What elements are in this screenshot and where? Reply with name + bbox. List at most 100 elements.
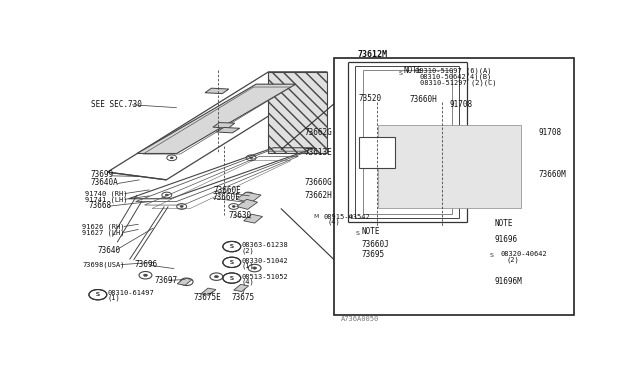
Polygon shape (422, 101, 437, 108)
Circle shape (529, 159, 534, 162)
Text: 08310-51097 (6)(A): 08310-51097 (6)(A) (415, 68, 492, 74)
Circle shape (165, 194, 168, 196)
Text: 73695: 73695 (362, 250, 385, 259)
Polygon shape (349, 131, 356, 136)
Text: S: S (230, 260, 234, 265)
Circle shape (529, 131, 534, 134)
Text: 08310-50642(4)(B): 08310-50642(4)(B) (420, 74, 492, 80)
Circle shape (250, 157, 253, 158)
Text: 73697: 73697 (154, 276, 177, 285)
Text: 73630: 73630 (229, 211, 252, 219)
Circle shape (247, 194, 250, 196)
Polygon shape (349, 193, 356, 198)
Bar (335, 58, 574, 315)
Text: (4): (4) (241, 279, 254, 285)
Polygon shape (349, 180, 356, 186)
Text: S: S (230, 276, 234, 280)
Text: 73660H: 73660H (410, 94, 438, 103)
Circle shape (253, 267, 257, 269)
Text: 08310-51297 (2)(C): 08310-51297 (2)(C) (420, 79, 496, 86)
Circle shape (529, 145, 534, 148)
Polygon shape (236, 192, 261, 203)
Text: (2): (2) (241, 247, 254, 254)
Circle shape (214, 276, 218, 278)
Text: (1): (1) (108, 295, 120, 301)
Text: M: M (313, 214, 319, 219)
Bar (359, 137, 395, 169)
Polygon shape (201, 288, 216, 295)
Text: 91696M: 91696M (494, 277, 522, 286)
Text: 08363-61238: 08363-61238 (241, 242, 288, 248)
Text: 91740 (RH): 91740 (RH) (85, 190, 127, 197)
Text: (4): (4) (327, 218, 340, 225)
Text: 91708: 91708 (449, 100, 473, 109)
Text: 91626 (RH): 91626 (RH) (83, 223, 125, 230)
Text: 08330-51042: 08330-51042 (241, 258, 288, 264)
Polygon shape (269, 72, 327, 154)
Polygon shape (234, 284, 249, 292)
Text: S: S (399, 71, 403, 76)
Text: 73640: 73640 (97, 246, 120, 255)
Text: 08513-51052: 08513-51052 (241, 274, 288, 280)
Text: 73662G: 73662G (304, 128, 332, 137)
Text: 73660E: 73660E (214, 186, 242, 195)
Text: 73660G: 73660G (304, 178, 332, 187)
Text: S: S (230, 276, 234, 280)
Text: 73660M: 73660M (539, 170, 566, 179)
Circle shape (529, 277, 534, 279)
Polygon shape (137, 84, 296, 154)
Text: 73640A: 73640A (91, 178, 118, 187)
Text: S: S (96, 292, 100, 297)
Text: 08310-61497: 08310-61497 (108, 290, 154, 296)
Polygon shape (373, 100, 387, 106)
Circle shape (143, 274, 147, 276)
Text: S: S (230, 244, 234, 249)
Text: (1): (1) (241, 263, 254, 269)
Text: 73699: 73699 (91, 170, 114, 179)
Text: S: S (490, 253, 493, 258)
Polygon shape (374, 243, 387, 250)
Text: 73675: 73675 (232, 293, 255, 302)
Text: 73675E: 73675E (193, 293, 221, 302)
Text: NOTE: NOTE (362, 227, 380, 236)
Polygon shape (216, 128, 240, 133)
Text: 08320-40642: 08320-40642 (500, 251, 547, 257)
Text: 91627 (LH): 91627 (LH) (83, 229, 125, 236)
Text: 73660F: 73660F (213, 193, 241, 202)
Text: 91741 (LH): 91741 (LH) (85, 196, 127, 203)
Text: (2): (2) (507, 256, 519, 263)
Text: 08915-43542: 08915-43542 (323, 214, 370, 219)
Polygon shape (446, 103, 461, 109)
Text: 73520: 73520 (359, 94, 382, 103)
Circle shape (180, 206, 183, 207)
Text: S: S (356, 231, 360, 236)
Text: 91696: 91696 (494, 235, 517, 244)
Text: S: S (96, 292, 100, 297)
Circle shape (232, 206, 236, 207)
Text: 73660J: 73660J (362, 240, 390, 249)
Polygon shape (177, 278, 192, 285)
Text: 73696: 73696 (134, 260, 157, 269)
Text: NOTE: NOTE (403, 67, 422, 76)
Circle shape (529, 241, 534, 244)
Bar (378, 125, 522, 208)
Polygon shape (213, 122, 235, 128)
Text: S: S (230, 260, 234, 265)
Circle shape (185, 280, 189, 283)
Text: 73698(USA): 73698(USA) (83, 262, 125, 268)
Text: NOTE: NOTE (494, 219, 513, 228)
Text: SEE SEC.730: SEE SEC.730 (91, 100, 142, 109)
Text: 73668: 73668 (89, 201, 112, 210)
Text: 91708: 91708 (539, 128, 562, 137)
Text: A736A0050: A736A0050 (340, 316, 379, 322)
Polygon shape (244, 214, 262, 223)
Polygon shape (205, 88, 229, 94)
Text: 73662H: 73662H (304, 190, 332, 199)
Text: 73612M: 73612M (358, 50, 388, 59)
Polygon shape (374, 254, 385, 260)
Text: M: M (348, 215, 353, 221)
Polygon shape (237, 199, 257, 209)
Circle shape (170, 157, 173, 158)
Text: 73613E: 73613E (304, 148, 332, 157)
Text: S: S (230, 244, 234, 249)
